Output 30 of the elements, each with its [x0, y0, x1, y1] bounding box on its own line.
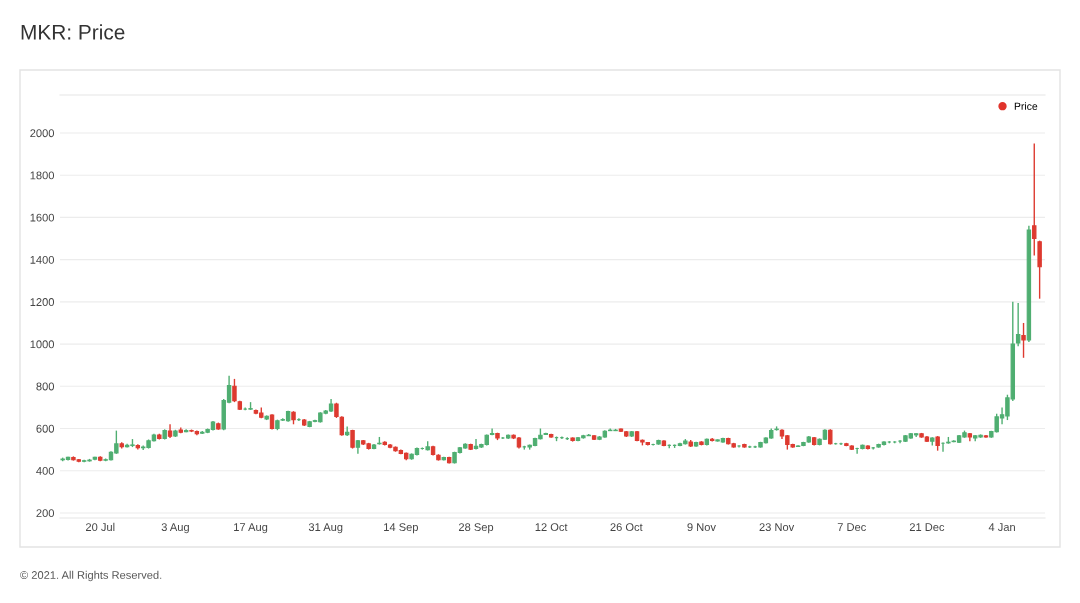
x-tick-label: 28 Sep [458, 523, 494, 534]
x-tick-label: 20 Jul [85, 522, 115, 532]
x-tick-label: 17 Aug [234, 523, 268, 534]
candlestick [232, 378, 237, 403]
candlestick [1032, 142, 1037, 257]
x-tick-label: 9 Nov [687, 523, 716, 532]
x-tick-label: 31 Aug [308, 523, 343, 534]
legend-label: Price [1014, 102, 1038, 110]
y-tick-label: 600 [36, 424, 55, 433]
y-tick-label: 1400 [30, 255, 55, 264]
y-tick-label: 2000 [30, 129, 55, 138]
x-tick-label: 3 Aug [161, 523, 189, 534]
x-tick-label: 26 Oct [610, 523, 643, 532]
candlestick [1021, 322, 1026, 359]
chart-title: MKR: Price [21, 24, 125, 40]
candlestick [339, 415, 345, 437]
y-tick-label: 800 [36, 382, 55, 391]
y-tick-label: 200 [36, 509, 55, 518]
y-tick-label: 400 [36, 466, 55, 475]
x-tick-label: 12 Oct [535, 523, 568, 532]
y-tick-label: 1000 [30, 340, 55, 349]
y-tick-label: 1800 [30, 171, 55, 180]
y-tick-label: 1600 [30, 213, 55, 222]
text: © 2021. All Rights Reserved. [20, 570, 162, 582]
x-tick-label: 23 Nov [759, 523, 795, 532]
y-tick-label: 1200 [30, 298, 55, 306]
x-tick-label: 7 Dec [837, 523, 866, 532]
x-tick-label: 4 Jan [988, 523, 1015, 532]
x-tick-label: 21 Dec [909, 523, 945, 532]
x-tick-label: 14 Sep [384, 523, 418, 534]
